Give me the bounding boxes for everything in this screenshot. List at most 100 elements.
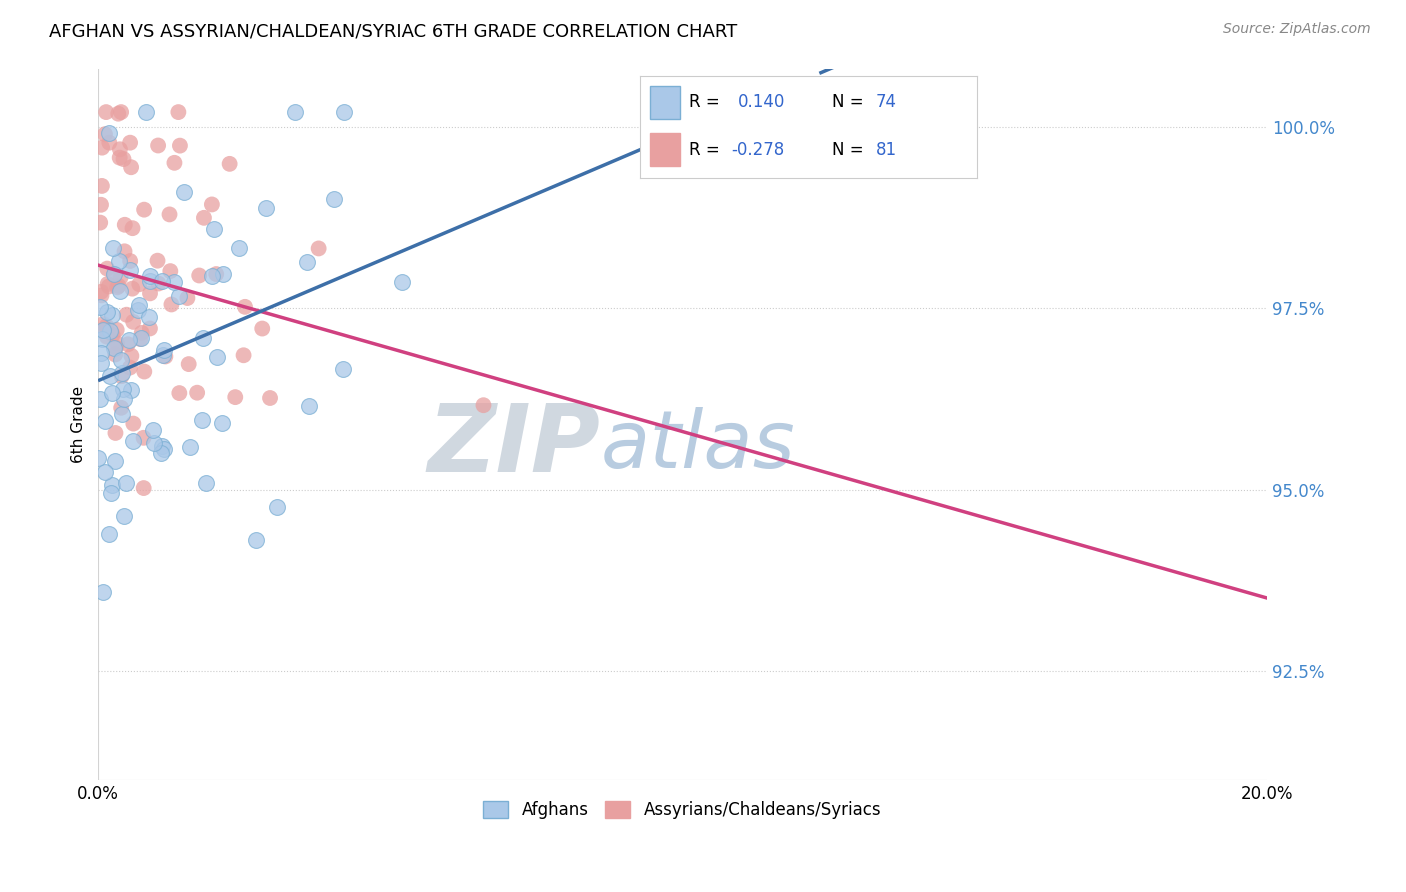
Point <box>120 254 142 268</box>
Point <box>194 476 217 491</box>
Point <box>103 267 125 281</box>
Point <box>211 416 233 430</box>
Point <box>90 285 112 299</box>
Text: N =: N = <box>832 94 869 112</box>
Point <box>114 475 136 490</box>
Point <box>105 336 128 351</box>
Point <box>308 242 330 256</box>
Point <box>104 425 127 440</box>
Point <box>98 136 121 150</box>
Point <box>159 207 181 221</box>
Point <box>173 185 195 199</box>
Point <box>191 331 214 345</box>
Point <box>104 454 127 468</box>
Point <box>93 414 115 428</box>
Bar <box>650 87 681 119</box>
Point <box>120 349 142 363</box>
Point <box>94 465 117 479</box>
Point <box>110 284 132 298</box>
Point <box>89 392 111 407</box>
Point <box>139 321 162 335</box>
Point <box>114 244 136 259</box>
Point <box>127 302 149 317</box>
Point <box>110 270 132 285</box>
Text: R =: R = <box>689 94 724 112</box>
Point <box>128 298 150 312</box>
Point <box>205 350 228 364</box>
Point <box>153 442 176 456</box>
Point <box>202 222 225 236</box>
Point <box>108 151 131 165</box>
Point <box>90 288 112 302</box>
Point <box>112 152 135 166</box>
Point <box>245 533 267 547</box>
Point <box>96 319 118 334</box>
Point <box>111 407 134 421</box>
Point <box>228 241 250 255</box>
Point <box>138 310 160 324</box>
Point <box>112 383 135 397</box>
Point <box>155 350 177 364</box>
Point <box>148 277 170 291</box>
Text: 81: 81 <box>876 141 897 159</box>
Point <box>121 282 143 296</box>
Point <box>150 446 173 460</box>
Point <box>472 398 495 412</box>
Point <box>97 279 120 293</box>
Point <box>111 366 134 380</box>
Point <box>93 322 115 336</box>
Point <box>134 202 156 217</box>
Point <box>122 315 145 329</box>
Point <box>129 332 152 346</box>
Point <box>284 105 307 120</box>
Text: atlas: atlas <box>600 407 796 484</box>
Point <box>114 218 136 232</box>
Point <box>90 198 112 212</box>
Point <box>188 268 211 283</box>
Point <box>105 280 128 294</box>
Point <box>391 275 413 289</box>
Point <box>97 126 120 140</box>
Text: R =: R = <box>689 141 724 159</box>
Point <box>142 423 165 437</box>
Point <box>101 308 124 322</box>
Point <box>160 297 183 311</box>
Point <box>107 106 129 120</box>
Point <box>139 274 162 288</box>
Point <box>120 136 142 150</box>
Point <box>122 417 145 431</box>
Text: 0.140: 0.140 <box>738 94 785 112</box>
Point <box>179 441 201 455</box>
Point <box>117 337 139 351</box>
Point <box>97 527 120 541</box>
Point <box>163 156 186 170</box>
Point <box>176 291 198 305</box>
Point <box>212 267 235 281</box>
Point <box>105 323 128 337</box>
Point <box>96 261 118 276</box>
Point <box>110 369 132 384</box>
Point <box>90 356 112 370</box>
Point <box>139 286 162 301</box>
Point <box>96 329 118 343</box>
Point <box>169 138 191 153</box>
Point <box>112 392 135 407</box>
Point <box>201 197 224 211</box>
Point <box>91 332 114 346</box>
Point <box>93 584 115 599</box>
Point <box>146 138 169 153</box>
Point <box>193 211 215 225</box>
Point <box>177 357 200 371</box>
Text: ZIP: ZIP <box>427 400 600 491</box>
Point <box>96 305 118 319</box>
Point <box>150 274 173 288</box>
Point <box>132 481 155 495</box>
Point <box>169 386 191 401</box>
Point <box>142 436 165 450</box>
Point <box>104 341 127 355</box>
Point <box>186 385 208 400</box>
Point <box>146 253 169 268</box>
Point <box>115 308 138 322</box>
Point <box>98 324 121 338</box>
Point <box>100 486 122 500</box>
